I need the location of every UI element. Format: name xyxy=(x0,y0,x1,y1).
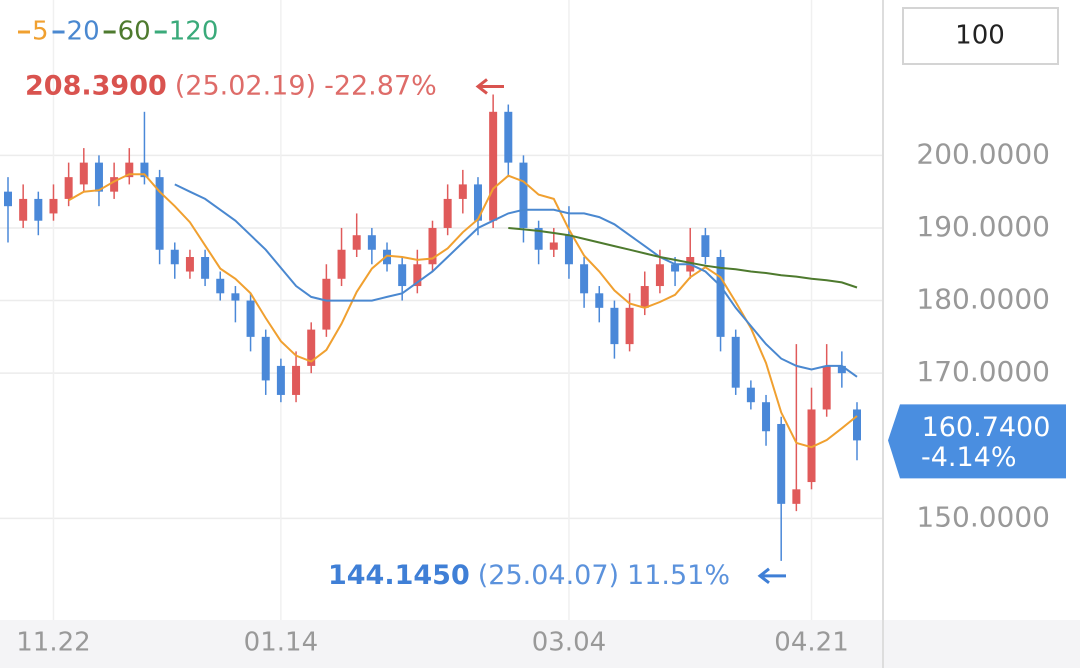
candle-body xyxy=(79,162,88,185)
y-tick-label: 170.0000 xyxy=(916,355,1050,388)
candle-body xyxy=(671,264,680,272)
candle-body xyxy=(443,198,452,228)
extreme-annotation: 144.1450 (25.04.07) 11.51% xyxy=(328,559,730,590)
y-tick-label: 150.0000 xyxy=(916,500,1050,533)
candle-body xyxy=(473,184,482,221)
x-tick-label: 01.14 xyxy=(244,628,318,658)
extreme-date: (25.02.19) xyxy=(175,70,316,101)
candle-body xyxy=(292,365,301,395)
candle-body xyxy=(489,111,498,221)
candle-body xyxy=(185,257,194,272)
candle-body xyxy=(625,307,634,345)
count-box[interactable] xyxy=(902,7,1059,65)
extreme-value: 144.1450 xyxy=(328,559,470,590)
legend-label: 120 xyxy=(169,17,219,47)
extreme-date: (25.04.07) xyxy=(478,559,619,590)
candle-body xyxy=(94,162,103,192)
candle-body xyxy=(64,177,73,199)
candle-body xyxy=(837,365,846,374)
candle-body xyxy=(701,235,710,258)
candle-body xyxy=(19,198,28,221)
candle-body xyxy=(640,286,649,308)
extreme-arrow xyxy=(757,567,786,585)
candle-body xyxy=(261,336,270,381)
candle-body xyxy=(549,242,558,250)
candle-body xyxy=(731,336,740,388)
x-tick-label: 03.04 xyxy=(532,628,606,658)
x-tick-label: 04.21 xyxy=(774,628,848,658)
candle-body xyxy=(807,409,816,483)
candle-body xyxy=(276,365,285,395)
candle-body xyxy=(322,278,331,330)
x-tick-label: 11.22 xyxy=(16,628,90,658)
ma-line xyxy=(174,183,858,378)
candle-body xyxy=(655,264,664,287)
candle-body xyxy=(201,257,210,279)
candle-body xyxy=(155,177,164,250)
extreme-change: -22.87% xyxy=(324,70,437,101)
legend-label: 60 xyxy=(118,17,151,47)
candle-body xyxy=(777,423,786,504)
current-change: -4.14% xyxy=(921,442,1017,473)
candle-body xyxy=(170,249,179,265)
candle-body xyxy=(746,387,755,403)
candle-body xyxy=(110,177,119,192)
candle-body xyxy=(428,227,437,265)
candle-body xyxy=(337,249,346,279)
current-price: 160.7400 xyxy=(922,412,1051,443)
extreme-arrow xyxy=(475,78,504,95)
legend-label: 20 xyxy=(67,17,100,47)
candle-body xyxy=(307,329,316,366)
y-tick-label: 200.0000 xyxy=(916,137,1050,170)
candle-body xyxy=(610,307,619,345)
candle-body xyxy=(822,365,831,410)
candle-body xyxy=(564,235,573,265)
candle-body xyxy=(853,409,861,441)
extreme-annotation: 208.3900 (25.02.19) -22.87% xyxy=(25,70,437,101)
candle-body xyxy=(534,227,543,250)
candle-body xyxy=(352,235,361,250)
candle-body xyxy=(595,293,604,308)
candle-body xyxy=(504,111,513,163)
x-axis-band xyxy=(0,620,1080,668)
candle-body xyxy=(246,300,255,337)
extreme-change: 11.51% xyxy=(627,559,730,590)
legend-label: 5 xyxy=(32,17,49,47)
candle-body xyxy=(398,264,407,287)
candle-body xyxy=(413,264,422,287)
candle-body xyxy=(4,191,12,207)
candle-body xyxy=(458,184,467,199)
candle-body xyxy=(383,249,392,265)
candle-body xyxy=(49,198,58,214)
ma-line xyxy=(68,173,858,449)
candle-body xyxy=(762,402,771,432)
y-tick-label: 180.0000 xyxy=(916,283,1050,316)
candle-body xyxy=(125,162,134,178)
extreme-value: 208.3900 xyxy=(25,70,167,101)
candle-body xyxy=(367,235,376,250)
count-label[interactable]: 100 xyxy=(955,21,1005,51)
y-tick-label: 190.0000 xyxy=(916,210,1050,243)
current-price-box xyxy=(888,404,1066,479)
candle-body xyxy=(580,264,589,294)
candle-body xyxy=(216,278,225,294)
candle-body xyxy=(519,162,528,228)
candle-body xyxy=(231,293,240,301)
ma-line xyxy=(508,227,858,289)
candle-body xyxy=(792,489,801,504)
candle-body xyxy=(34,198,43,221)
candle-body xyxy=(716,257,725,337)
candle-body xyxy=(140,162,149,178)
